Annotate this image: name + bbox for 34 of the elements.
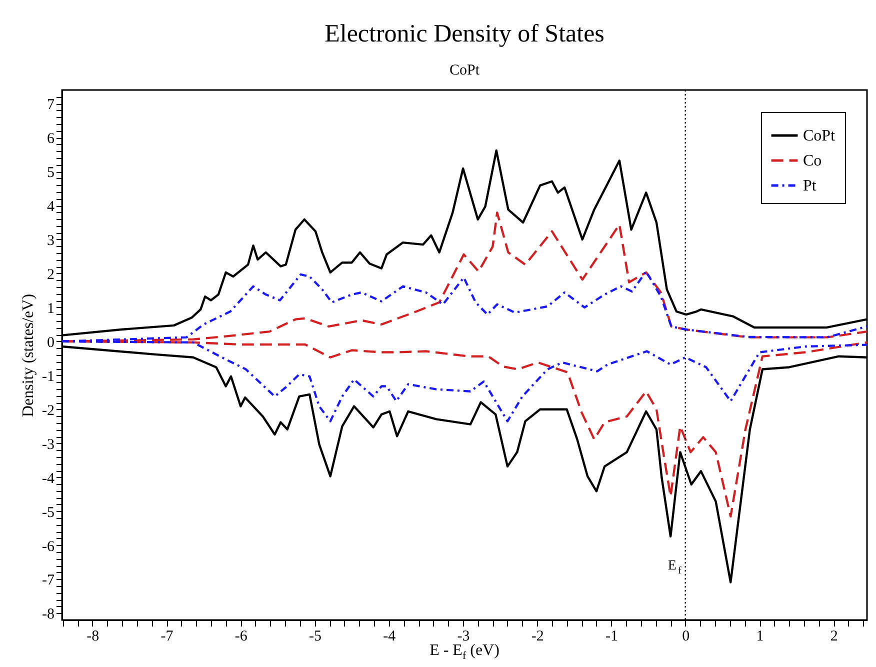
y-tick-label: -5 [42,504,54,521]
y-tick-label: 0 [47,334,54,351]
y-tick-label: 1 [47,300,54,317]
y-tick-label: -6 [42,538,55,555]
x-tick-label: -5 [309,628,322,644]
x-tick-label: -2 [531,628,544,644]
y-tick-label: -2 [42,402,54,419]
y-tick-label: 7 [47,97,55,114]
y-tick-label: -7 [42,572,55,589]
x-tick-label: -7 [160,628,174,644]
x-tick-label: 2 [830,628,838,644]
y-tick-label: -3 [42,436,54,453]
y-tick-label: 2 [47,266,54,283]
y-axis-title: Density (states/eV) [20,294,38,418]
y-tick-label: -4 [42,470,55,487]
y-tick-label: -8 [42,606,54,623]
legend-label: Co [803,152,822,170]
chart-subtitle: CoPt [449,62,480,78]
y-tick-label: 4 [47,199,55,216]
x-axis-title: E - E$_{f}$ (eV) [430,642,500,662]
x-tick-label: -6 [234,628,248,644]
chart-title: Electronic Density of States [324,20,604,48]
x-tick-label: 0 [682,628,690,644]
y-tick-label: 5 [47,165,54,182]
y-tick-label: -1 [42,368,54,385]
x-tick-label: 1 [756,628,764,644]
legend-label: CoPt [803,128,836,144]
y-tick-label: 3 [47,232,54,249]
x-tick-label: -8 [86,628,100,644]
y-tick-label: 6 [47,131,55,148]
x-tick-label: -1 [606,628,618,644]
x-tick-label: -4 [383,628,396,644]
x-tick-label: -3 [457,628,470,644]
legend-label: Pt [803,178,817,194]
